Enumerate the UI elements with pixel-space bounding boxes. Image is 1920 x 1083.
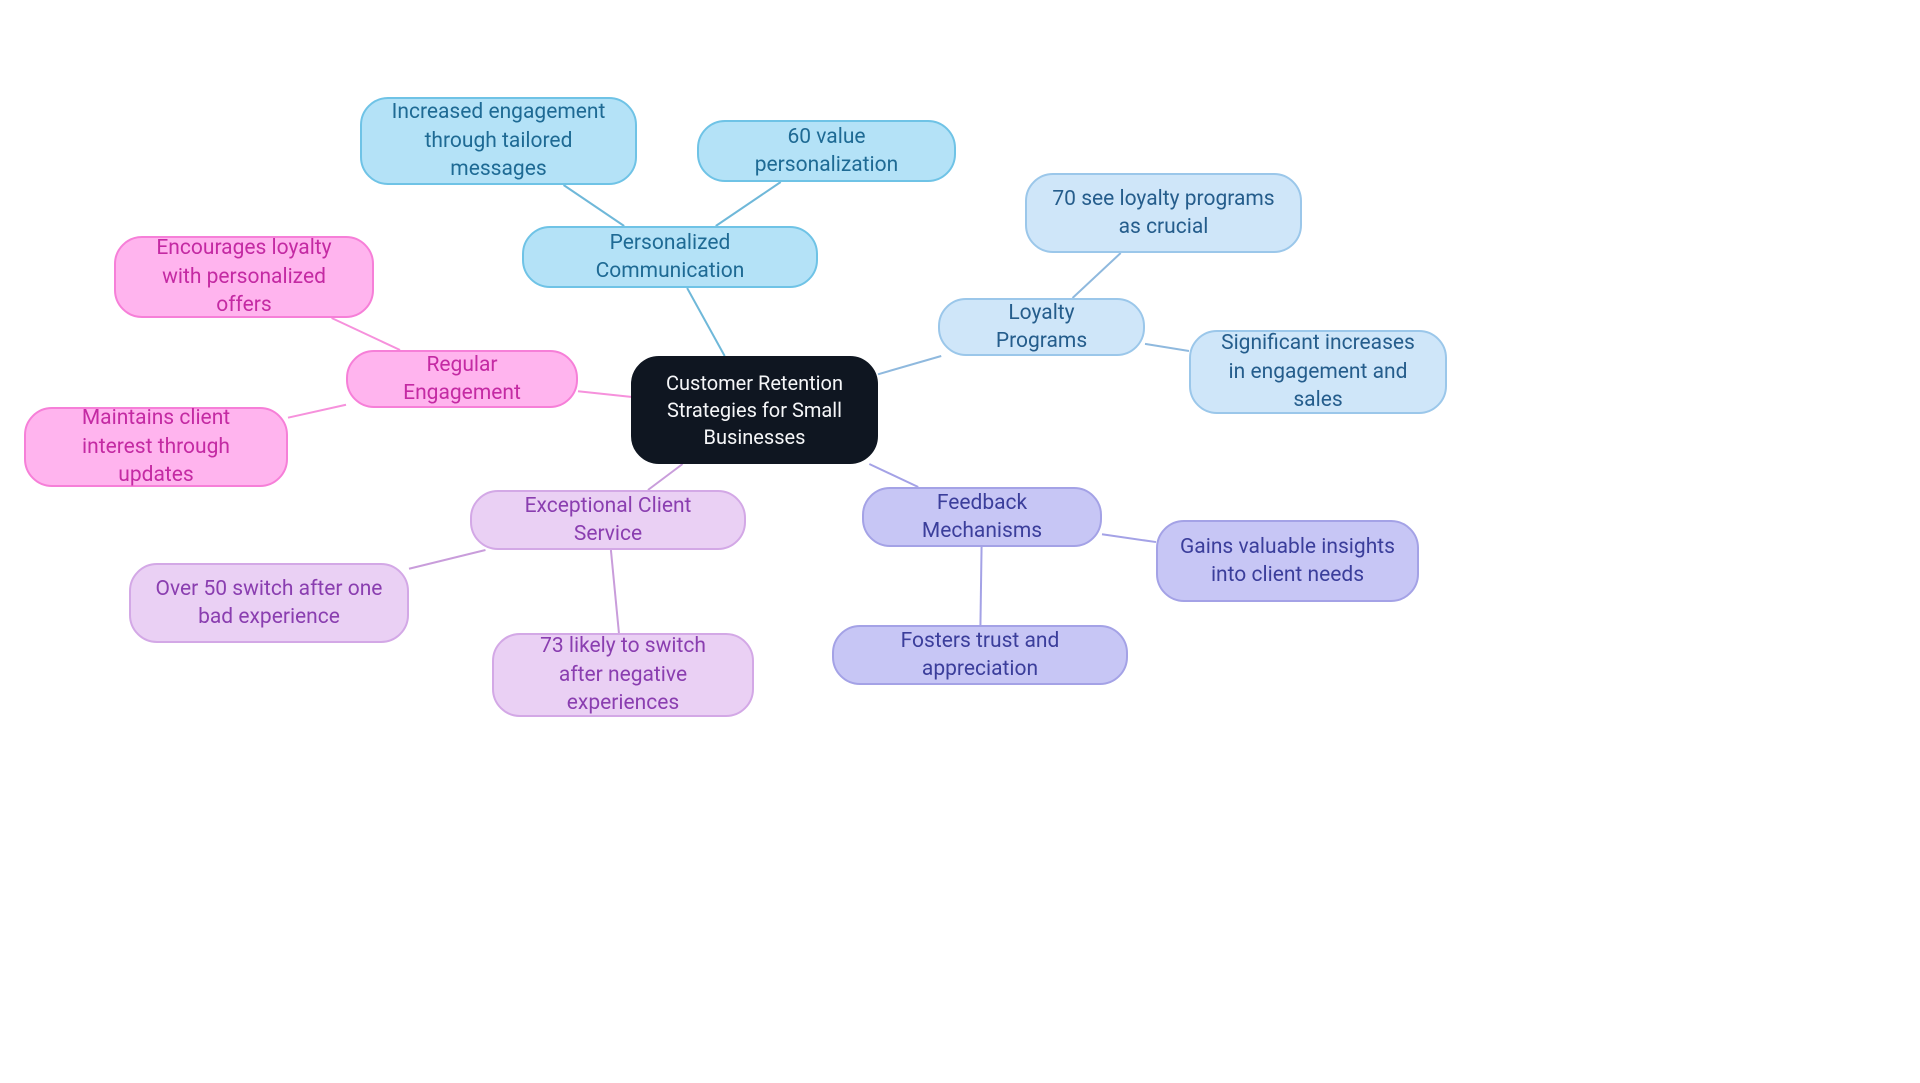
edge-center-fb [869,464,918,487]
node-fb_a: Gains valuable insights into client need… [1156,520,1419,602]
node-label: Increased engagement through tailored me… [384,98,613,183]
node-label: 70 see loyalty programs as crucial [1049,185,1278,242]
node-label: Fosters trust and appreciation [856,627,1104,684]
node-label: Customer Retention Strategies for Small … [655,370,854,451]
node-label: Encourages loyalty with personalized off… [138,234,350,319]
edge-fb-fb_b [980,547,981,625]
node-label: Loyalty Programs [962,299,1121,356]
node-label: 60 value personalization [721,123,932,180]
node-label: Gains valuable insights into client need… [1180,533,1395,590]
mindmap-canvas: Customer Retention Strategies for Small … [0,0,1920,1083]
edge-pc-pc_a [564,185,625,226]
node-cs_a: Over 50 switch after one bad experience [129,563,409,643]
edge-center-re [578,391,631,397]
node-label: Over 50 switch after one bad experience [153,575,385,632]
node-lp_a: 70 see loyalty programs as crucial [1025,173,1302,253]
node-fb: Feedback Mechanisms [862,487,1102,547]
node-label: Maintains client interest through update… [48,404,264,489]
edge-lp-lp_a [1073,253,1121,298]
node-label: Significant increases in engagement and … [1213,329,1423,414]
node-re: Regular Engagement [346,350,578,408]
node-label: Exceptional Client Service [494,492,722,549]
node-label: Regular Engagement [370,351,554,408]
node-fb_b: Fosters trust and appreciation [832,625,1128,685]
node-re_b: Maintains client interest through update… [24,407,288,487]
edge-center-lp [878,356,941,374]
node-pc_a: Increased engagement through tailored me… [360,97,637,185]
node-label: Feedback Mechanisms [886,489,1078,546]
edge-re-re_a [332,318,400,350]
node-lp_b: Significant increases in engagement and … [1189,330,1447,414]
edge-cs-cs_b [611,550,619,633]
node-cs_b: 73 likely to switch after negative exper… [492,633,754,717]
node-pc: Personalized Communication [522,226,818,288]
node-center: Customer Retention Strategies for Small … [631,356,878,464]
edge-center-cs [648,464,683,490]
node-cs: Exceptional Client Service [470,490,746,550]
edge-fb-fb_a [1102,534,1156,542]
node-re_a: Encourages loyalty with personalized off… [114,236,374,318]
node-pc_b: 60 value personalization [697,120,956,182]
edge-center-pc [687,288,725,356]
edge-pc-pc_b [716,182,781,226]
edge-cs-cs_a [409,550,485,569]
edge-lp-lp_b [1145,344,1189,351]
edge-re-re_b [288,405,346,418]
node-label: 73 likely to switch after negative exper… [516,632,730,717]
node-lp: Loyalty Programs [938,298,1145,356]
node-label: Personalized Communication [546,229,794,286]
